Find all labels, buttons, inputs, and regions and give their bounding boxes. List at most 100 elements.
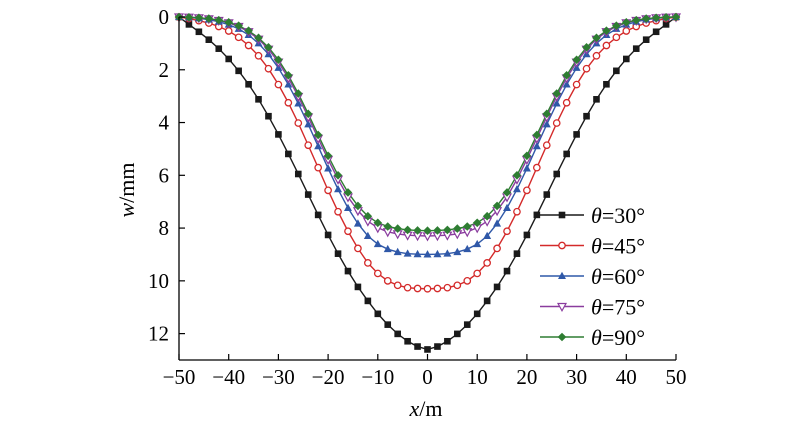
data-point xyxy=(255,96,262,103)
data-point xyxy=(393,247,402,256)
data-point xyxy=(393,281,402,290)
legend: θ=30°θ=45°θ=60°θ=75°θ=90° xyxy=(540,203,645,350)
data-point xyxy=(562,71,571,80)
data-point xyxy=(224,17,233,27)
data-point xyxy=(314,211,322,219)
data-point xyxy=(593,96,600,103)
data-point xyxy=(532,130,542,140)
data-point xyxy=(235,67,242,75)
y-tick-label: 10 xyxy=(148,269,169,293)
data-point xyxy=(473,239,482,248)
x-tick-label: 40 xyxy=(616,365,637,389)
data-point xyxy=(473,310,481,318)
legend-symbol: θ xyxy=(591,325,602,350)
data-point xyxy=(513,207,521,216)
data-point xyxy=(602,41,611,50)
data-point xyxy=(354,283,362,291)
data-point xyxy=(284,71,293,80)
data-point xyxy=(373,239,382,248)
data-point xyxy=(414,343,421,350)
data-point xyxy=(523,231,531,239)
data-point xyxy=(444,337,451,345)
data-point xyxy=(304,141,313,150)
data-point xyxy=(583,112,590,120)
legend-label: θ=75° xyxy=(591,295,645,320)
data-point xyxy=(512,171,522,180)
data-point xyxy=(244,41,253,50)
data-point xyxy=(284,80,293,88)
legend-value: =90° xyxy=(602,325,645,350)
y-tick-label: 12 xyxy=(148,322,169,346)
data-point xyxy=(453,281,462,290)
data-point xyxy=(225,55,232,63)
data-point xyxy=(453,247,462,256)
legend-item-2: θ=60° xyxy=(540,264,645,289)
legend-symbol: θ xyxy=(591,203,602,228)
data-point xyxy=(443,249,452,257)
legend-item-3: θ=75° xyxy=(540,295,645,320)
y-tick-label: 2 xyxy=(159,58,170,82)
legend-item-4: θ=90° xyxy=(540,325,645,350)
data-point xyxy=(513,250,521,257)
data-point xyxy=(284,98,293,107)
data-point xyxy=(324,231,332,239)
data-point xyxy=(274,80,283,89)
data-point xyxy=(492,201,502,211)
legend-item-1: θ=45° xyxy=(540,234,645,259)
data-point xyxy=(443,225,452,235)
data-point xyxy=(354,244,362,253)
series-markers xyxy=(173,12,682,353)
data-point xyxy=(433,284,442,293)
data-point xyxy=(334,250,342,257)
x-axis-variable: x xyxy=(409,396,420,421)
ticks: −50 −40 −30 −20 −10 0 10 20 30 40 50 0 2 4 6 8 10 12 xyxy=(148,5,687,389)
data-point xyxy=(363,211,373,221)
data-point xyxy=(363,231,372,239)
data-point xyxy=(423,284,432,293)
data-point xyxy=(542,120,551,128)
x-tick-label: −20 xyxy=(312,365,345,389)
data-point xyxy=(503,203,512,212)
data-point xyxy=(542,141,551,150)
data-point xyxy=(582,64,591,73)
data-point xyxy=(631,15,641,25)
data-point xyxy=(343,188,353,197)
legend-marker xyxy=(556,302,568,313)
data-point xyxy=(324,186,332,195)
data-point xyxy=(433,226,442,235)
data-point xyxy=(274,55,283,65)
data-point xyxy=(463,276,472,285)
legend-symbol: θ xyxy=(591,295,602,320)
data-point xyxy=(652,28,660,36)
data-point xyxy=(215,45,223,52)
data-point xyxy=(522,164,531,172)
data-point xyxy=(234,21,243,31)
data-point xyxy=(483,231,492,239)
data-point xyxy=(383,276,392,285)
data-point xyxy=(373,218,383,228)
x-axis-unit: /m xyxy=(419,396,442,421)
legend-symbol: θ xyxy=(591,264,602,289)
data-point xyxy=(313,130,323,140)
data-point xyxy=(195,28,203,36)
data-point xyxy=(294,170,302,178)
data-point xyxy=(671,12,681,22)
data-point xyxy=(383,222,393,231)
data-point xyxy=(603,80,610,88)
legend-symbol: θ xyxy=(591,234,602,259)
data-point xyxy=(294,99,303,107)
data-point xyxy=(423,250,432,258)
data-point xyxy=(205,36,213,43)
data-point xyxy=(294,119,303,127)
legend-marker xyxy=(558,241,566,250)
data-point xyxy=(185,21,193,28)
legend-value: =45° xyxy=(602,234,645,259)
data-point xyxy=(374,310,382,318)
y-tick-label: 0 xyxy=(159,5,170,29)
data-point xyxy=(503,227,511,236)
data-point xyxy=(443,283,452,292)
data-point xyxy=(304,191,312,198)
data-point xyxy=(493,283,501,291)
data-point xyxy=(275,131,282,138)
data-point xyxy=(264,64,273,73)
